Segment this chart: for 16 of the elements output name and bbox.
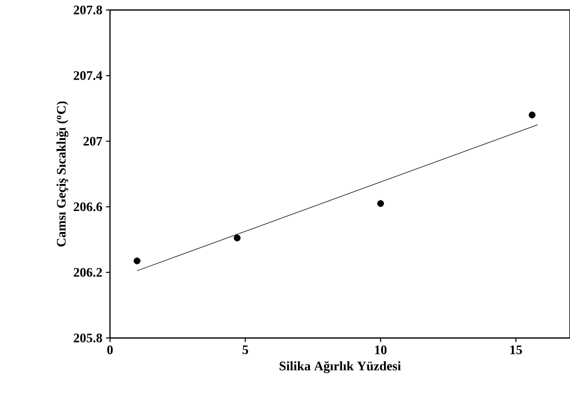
- point: [377, 200, 384, 207]
- x-axis-title: Silika Ağırlık Yüzdesi: [280, 361, 401, 374]
- point: [234, 234, 241, 242]
- point: [134, 258, 140, 264]
- y-tick-label: 206.6: [74, 202, 102, 212]
- x-tick-label: 5: [242, 346, 248, 354]
- x-tick-label: 10: [375, 346, 387, 354]
- y-axis-title: Camsı Geçiş Sıcaklığı ($^{o}$C): [56, 101, 68, 246]
- x-tick-label: 15: [510, 346, 522, 354]
- y-tick-label: 207: [84, 136, 102, 146]
- x-tick-label: 0: [107, 346, 113, 354]
- y-tick-label: 205.8: [74, 334, 102, 342]
- y-tick-label: 207.8: [74, 6, 102, 14]
- y-tick-label: 207.4: [74, 71, 102, 80]
- y-tick-label: 206.2: [74, 268, 102, 277]
- point: [528, 112, 536, 118]
